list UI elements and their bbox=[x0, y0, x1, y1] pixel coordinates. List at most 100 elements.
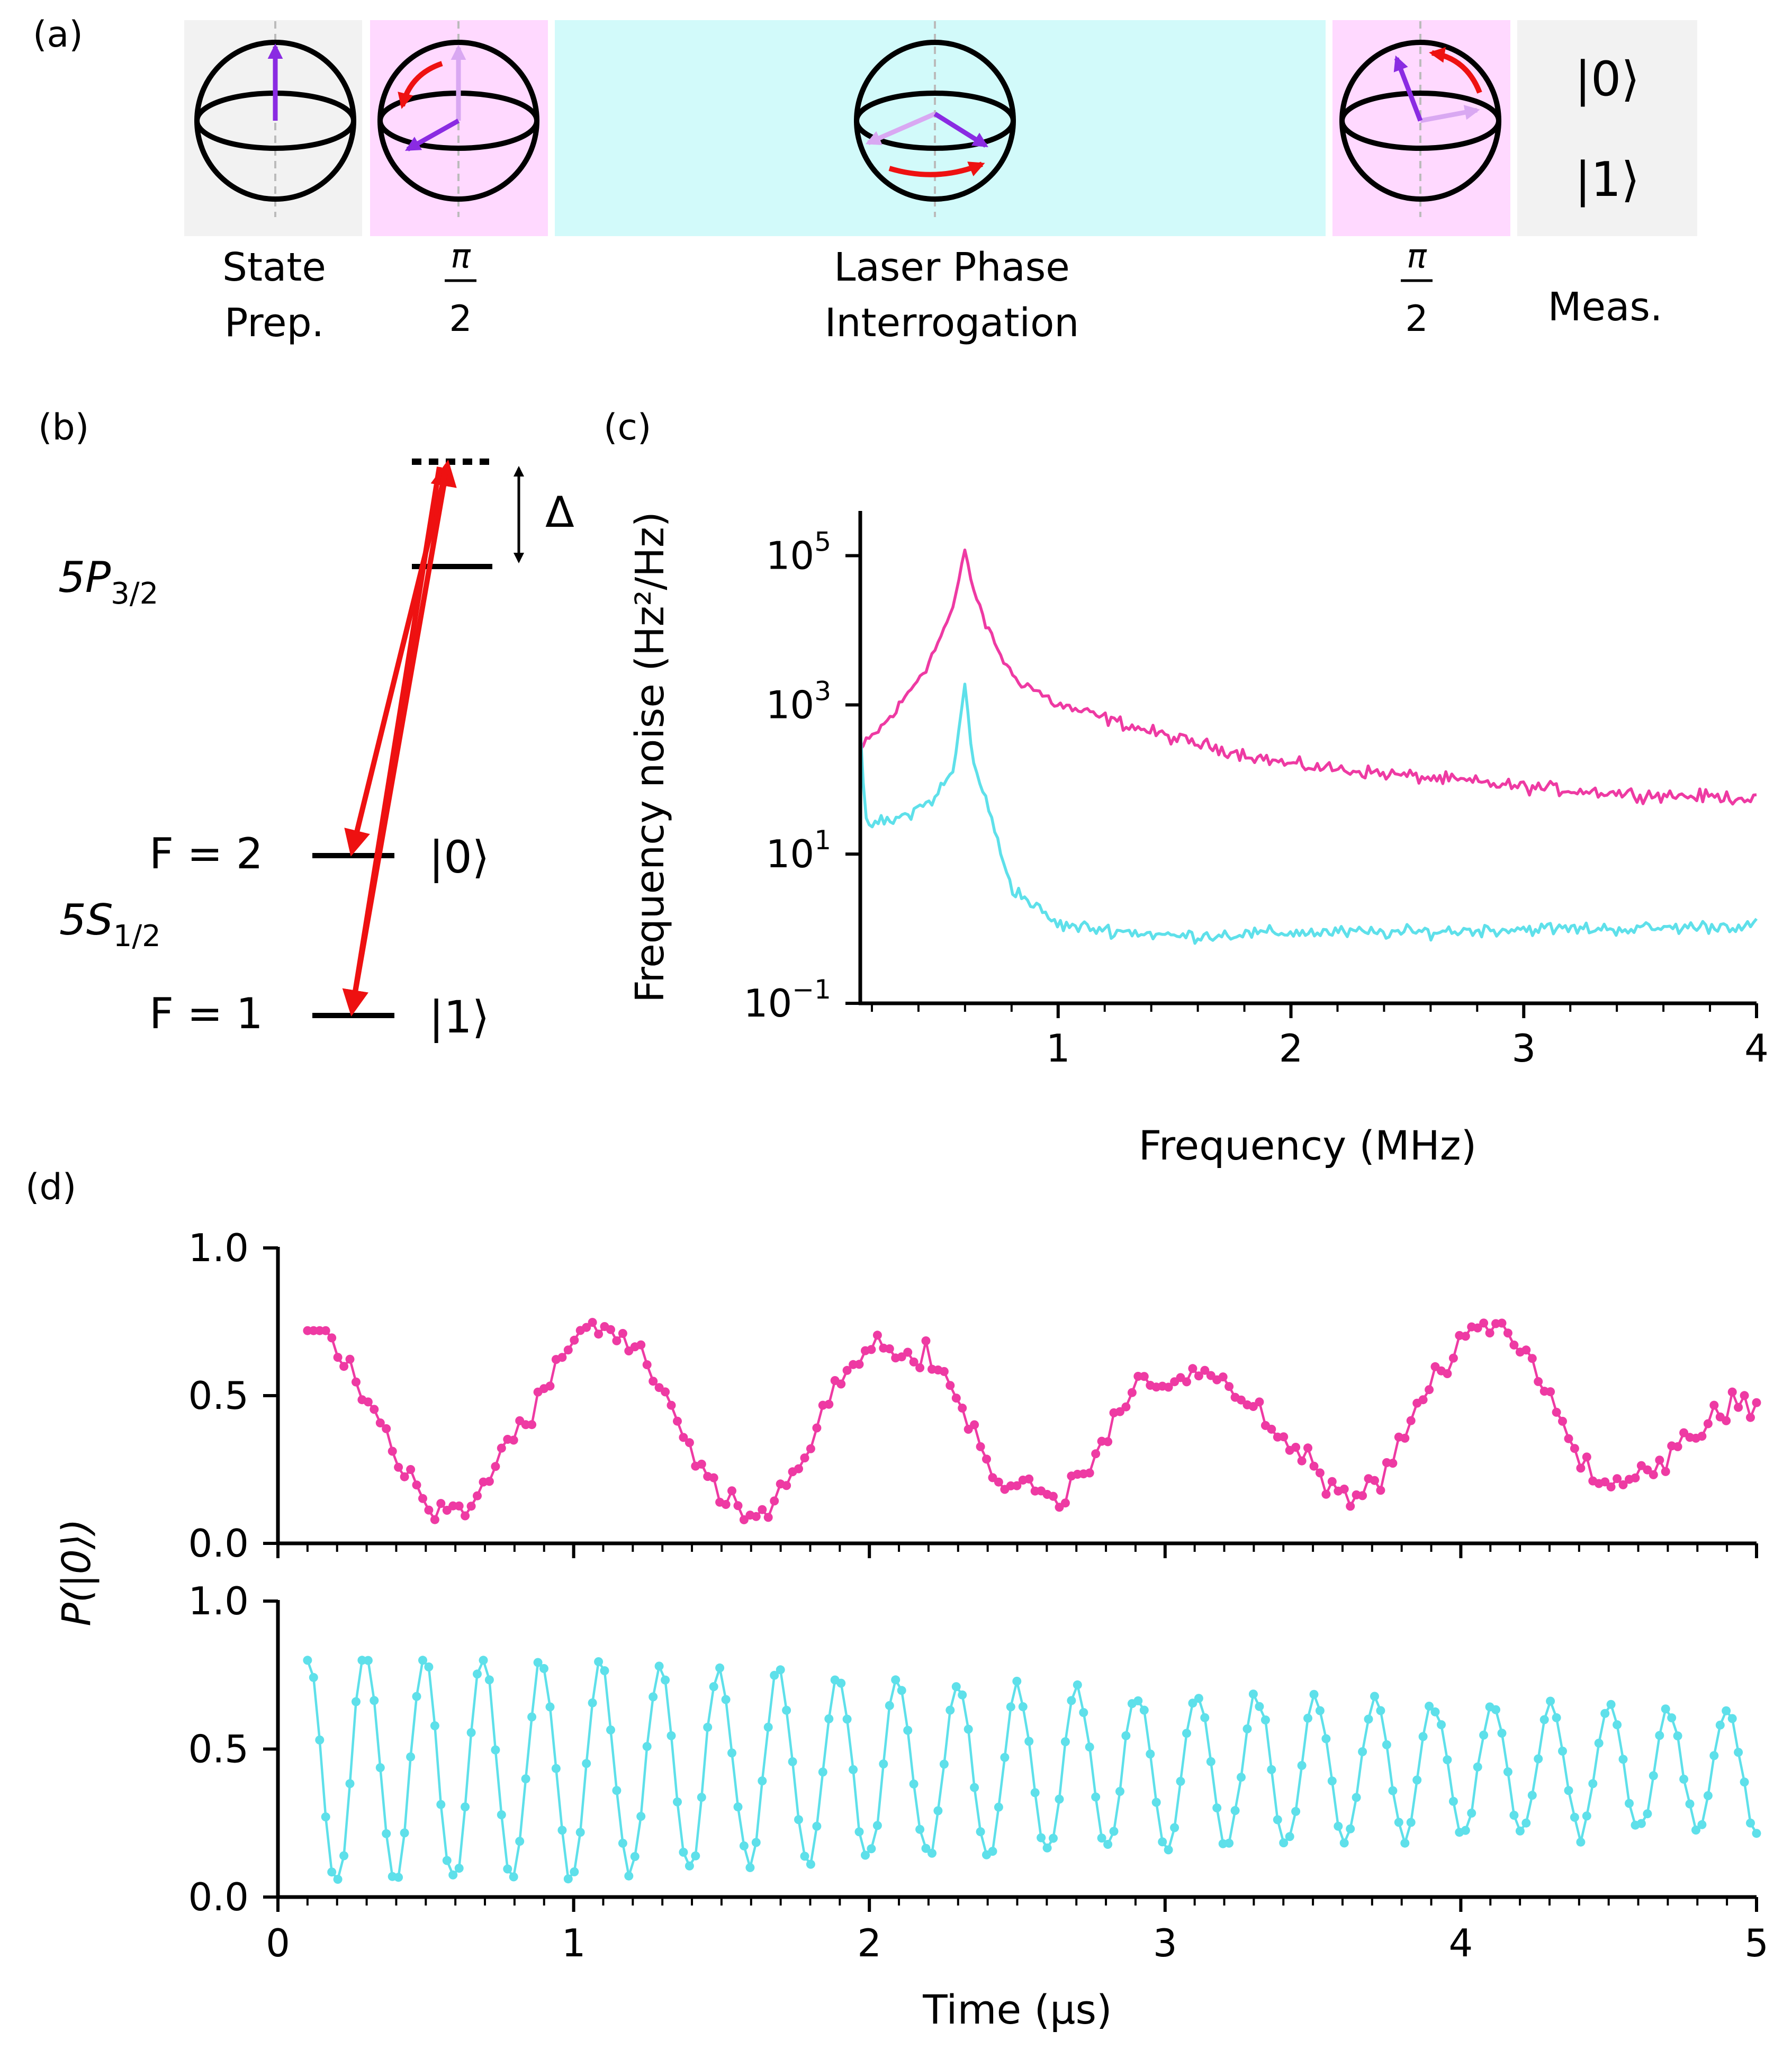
d-point-0-210 bbox=[1576, 1463, 1586, 1473]
precession-arrow-icon bbox=[888, 161, 985, 177]
d-point-0-18 bbox=[412, 1480, 421, 1490]
d-point-0-86 bbox=[824, 1399, 834, 1409]
d-point-0-216 bbox=[1613, 1474, 1622, 1484]
d-point-1-94 bbox=[872, 1821, 882, 1830]
d-point-1-210 bbox=[1576, 1837, 1586, 1847]
d-point-1-68 bbox=[715, 1663, 725, 1673]
d-point-1-99 bbox=[903, 1726, 913, 1735]
d-point-1-32 bbox=[497, 1810, 506, 1820]
d-point-1-83 bbox=[806, 1859, 815, 1869]
d-point-0-93 bbox=[867, 1345, 876, 1354]
d-point-0-224 bbox=[1661, 1467, 1670, 1476]
meas-state-1: |1⟩ bbox=[1575, 152, 1640, 208]
d-point-0-88 bbox=[836, 1379, 846, 1389]
d-point-1-30 bbox=[484, 1675, 494, 1685]
d-point-1-123 bbox=[1049, 1834, 1058, 1843]
d-point-1-50 bbox=[606, 1725, 615, 1735]
d-point-1-235 bbox=[1727, 1714, 1737, 1723]
d-point-1-160 bbox=[1273, 1815, 1282, 1825]
d-point-1-196 bbox=[1491, 1705, 1500, 1714]
d-point-1-43 bbox=[563, 1874, 573, 1884]
d-point-1-78 bbox=[776, 1665, 785, 1675]
stage-label-pi-second: π bbox=[1407, 237, 1427, 275]
rotation-arrow-icon-2 bbox=[1429, 47, 1482, 94]
d-point-1-236 bbox=[1734, 1748, 1743, 1757]
d-point-0-30 bbox=[484, 1477, 494, 1486]
d-point-1-46 bbox=[582, 1759, 591, 1768]
d-point-1-194 bbox=[1479, 1730, 1489, 1740]
d-point-0-57 bbox=[649, 1377, 658, 1386]
d-point-1-0 bbox=[303, 1656, 312, 1665]
d-point-1-58 bbox=[654, 1661, 664, 1671]
d-point-1-164 bbox=[1297, 1761, 1307, 1770]
d-point-1-161 bbox=[1279, 1838, 1289, 1848]
d-point-0-42 bbox=[557, 1353, 567, 1362]
d-point-1-106 bbox=[945, 1705, 955, 1715]
d-point-1-44 bbox=[570, 1867, 579, 1876]
d-point-1-5 bbox=[333, 1875, 343, 1884]
d-point-1-168 bbox=[1321, 1734, 1331, 1744]
d-point-0-5 bbox=[333, 1353, 343, 1362]
d-point-0-101 bbox=[915, 1363, 925, 1372]
d-point-0-226 bbox=[1673, 1442, 1682, 1451]
d-point-1-91 bbox=[854, 1827, 864, 1837]
d-point-1-24 bbox=[448, 1870, 458, 1880]
d-point-0-59 bbox=[661, 1387, 670, 1397]
c-xtick-label-1: 1 bbox=[1046, 1026, 1070, 1071]
d-point-1-82 bbox=[800, 1852, 809, 1861]
d-point-0-169 bbox=[1327, 1477, 1337, 1486]
d-point-0-56 bbox=[642, 1360, 652, 1370]
d-point-1-158 bbox=[1260, 1715, 1270, 1724]
d-point-1-116 bbox=[1006, 1702, 1015, 1712]
c-xtick-label-4: 4 bbox=[1744, 1026, 1769, 1071]
d-point-0-110 bbox=[970, 1420, 979, 1430]
d-point-1-223 bbox=[1655, 1731, 1664, 1740]
d-point-1-70 bbox=[727, 1748, 736, 1758]
ground-level-label: 5S1/2 bbox=[59, 895, 161, 954]
d-point-0-25 bbox=[454, 1501, 464, 1511]
d-point-1-57 bbox=[649, 1692, 658, 1702]
d-point-1-209 bbox=[1570, 1812, 1579, 1822]
d-point-1-227 bbox=[1679, 1774, 1689, 1784]
d-point-1-193 bbox=[1473, 1762, 1482, 1772]
d-point-1-213 bbox=[1594, 1738, 1604, 1748]
d-point-1-76 bbox=[763, 1722, 773, 1732]
d-point-1-34 bbox=[509, 1872, 518, 1882]
d-ytick-label-1-0: 0.0 bbox=[188, 1875, 249, 1919]
d-point-0-207 bbox=[1558, 1416, 1567, 1426]
d-point-1-154 bbox=[1237, 1773, 1246, 1782]
d-point-1-156 bbox=[1248, 1689, 1258, 1699]
d-point-1-107 bbox=[951, 1682, 961, 1692]
d-point-0-100 bbox=[909, 1357, 918, 1367]
d-point-0-75 bbox=[758, 1505, 767, 1514]
d-point-0-40 bbox=[545, 1381, 555, 1391]
d-point-1-21 bbox=[430, 1721, 439, 1730]
d-point-1-222 bbox=[1649, 1771, 1658, 1781]
d-point-1-66 bbox=[703, 1722, 713, 1732]
d-point-1-1 bbox=[309, 1673, 318, 1682]
d-point-0-79 bbox=[782, 1481, 791, 1490]
d-xtick-label-0: 0 bbox=[266, 1921, 290, 1965]
d-point-0-142 bbox=[1164, 1382, 1173, 1392]
d-point-0-91 bbox=[854, 1360, 864, 1369]
d-ylabel: P(|0⟩) bbox=[54, 1518, 100, 1626]
d-point-1-100 bbox=[909, 1780, 918, 1789]
d-xtick-label-2: 2 bbox=[857, 1921, 881, 1965]
d-ytick-label-1-1: 0.5 bbox=[188, 1727, 249, 1772]
d-point-1-2 bbox=[315, 1735, 325, 1745]
d-point-1-135 bbox=[1121, 1731, 1131, 1740]
d-point-0-20 bbox=[424, 1505, 434, 1515]
d-point-1-175 bbox=[1364, 1714, 1373, 1724]
d-point-0-219 bbox=[1631, 1473, 1640, 1482]
d-point-0-201 bbox=[1521, 1345, 1531, 1355]
d-point-1-52 bbox=[618, 1838, 627, 1848]
d-point-1-157 bbox=[1255, 1702, 1264, 1711]
d-point-1-153 bbox=[1230, 1806, 1240, 1816]
d-point-1-59 bbox=[661, 1675, 670, 1685]
f1-label: F = 1 bbox=[149, 989, 263, 1038]
d-point-0-15 bbox=[394, 1462, 403, 1472]
d-point-1-118 bbox=[1018, 1702, 1028, 1711]
d-point-1-138 bbox=[1139, 1705, 1149, 1715]
d-point-1-137 bbox=[1133, 1696, 1143, 1705]
d-point-0-63 bbox=[685, 1438, 694, 1448]
